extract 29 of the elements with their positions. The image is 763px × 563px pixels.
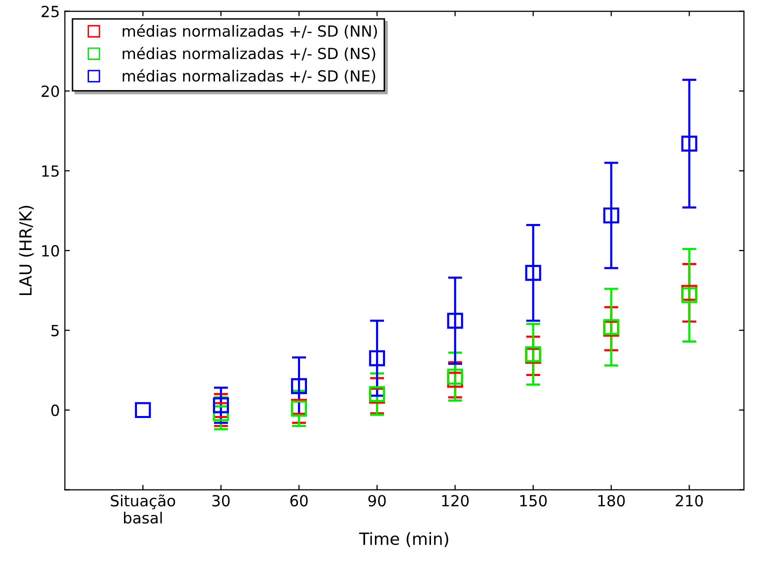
y-tick-label: 0 [51, 404, 59, 416]
x-tick-label: 60 [290, 494, 308, 506]
x-tick-label: 210 [676, 494, 703, 506]
point [291, 378, 308, 394]
legend-label: médias normalizadas +/- SD (NE) [122, 69, 376, 84]
point [681, 136, 698, 152]
x-tick-label: Situação basal [110, 494, 176, 524]
point [525, 264, 542, 281]
point [134, 402, 151, 418]
legend-label: médias normalizadas +/- SD (NS) [122, 46, 376, 62]
x-tick-label: 180 [598, 494, 625, 506]
y-tick-label: 25 [42, 6, 59, 18]
point [369, 350, 386, 366]
point [447, 312, 464, 329]
legend-label: médias normalizadas +/- SD (NN) [122, 24, 377, 39]
y-tick-label: 10 [42, 245, 59, 257]
x-tick-label: 90 [368, 494, 386, 506]
y-tick-label: 20 [42, 85, 59, 98]
x-tick-label: 120 [442, 494, 469, 506]
point [212, 397, 229, 414]
point [603, 207, 620, 224]
x-axis-title: Time (min) [359, 532, 448, 548]
x-tick-label: 30 [212, 494, 230, 506]
x-tick-label: 150 [520, 494, 547, 506]
point [212, 405, 229, 422]
point [447, 368, 464, 385]
y-tick-label: 5 [51, 324, 59, 336]
y-tick-label: 15 [42, 165, 59, 177]
y-axis-title: LAU (HR/K) [18, 206, 34, 296]
